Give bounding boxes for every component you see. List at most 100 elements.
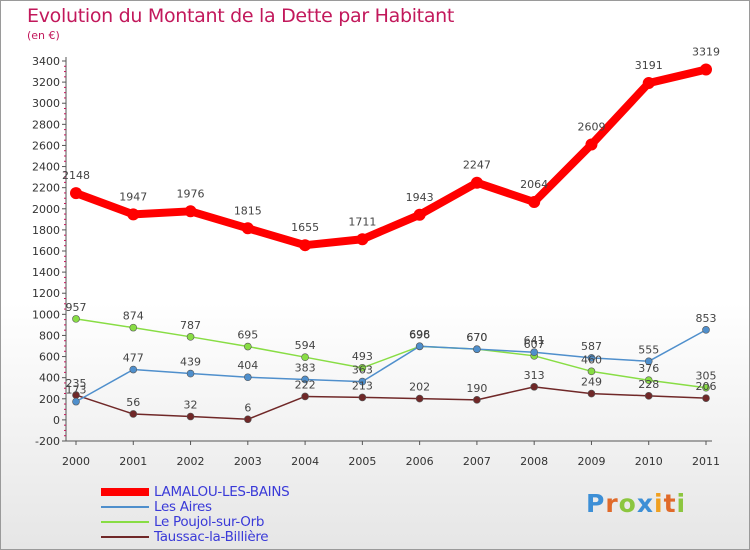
data-label-3: 190 [466, 382, 487, 395]
data-label-0: 2609 [577, 120, 605, 133]
data-label-0: 3319 [692, 46, 720, 59]
data-point-3 [129, 410, 138, 418]
x-tick-label: 2011 [692, 455, 720, 468]
legend-label-les-aires: Les Aires [154, 499, 212, 515]
data-label-0: 1815 [234, 204, 262, 217]
data-point-1 [186, 369, 195, 378]
data-point-2 [702, 383, 710, 392]
proxiti-logo: Proxiti [586, 489, 687, 518]
data-point-2 [301, 353, 309, 361]
series-line-2 [75, 318, 707, 389]
data-point-1 [473, 345, 481, 353]
data-label-0: 1711 [348, 215, 376, 228]
data-label-2: 787 [180, 319, 201, 332]
data-point-1 [587, 354, 596, 362]
x-tick-label: 2002 [177, 455, 205, 468]
data-label-1: 698 [409, 328, 430, 341]
data-point-1 [358, 377, 367, 386]
data-label-1: 173 [66, 384, 87, 397]
data-point-1 [244, 373, 252, 382]
y-tick-label: 2400 [32, 161, 60, 174]
x-tick-label: 2004 [291, 455, 319, 468]
y-tick-label: 3200 [32, 76, 60, 89]
data-label-3: 228 [638, 378, 659, 391]
data-label-2: 594 [295, 339, 316, 352]
data-label-0: 2064 [520, 178, 548, 191]
series-line-1 [75, 329, 707, 403]
data-label-0: 1976 [177, 187, 205, 200]
data-point-2 [244, 342, 252, 351]
data-point-3 [702, 394, 710, 402]
x-tick-label: 2010 [635, 455, 663, 468]
data-label-1: 555 [638, 343, 659, 356]
data-label-0: 1947 [119, 190, 147, 203]
data-point-2 [186, 333, 195, 341]
data-label-3: 313 [524, 369, 545, 382]
data-point-3 [415, 394, 424, 403]
data-label-1: 439 [180, 356, 201, 369]
data-label-3: 213 [352, 379, 373, 392]
x-tick-label: 2008 [520, 455, 548, 468]
data-point-3 [530, 383, 538, 391]
data-point-3 [358, 393, 367, 402]
data-label-2: 376 [638, 362, 659, 375]
data-point-0 [299, 239, 312, 252]
data-label-3: 222 [295, 378, 316, 391]
data-point-1 [530, 348, 538, 357]
data-point-0 [184, 205, 197, 218]
data-label-1: 670 [466, 331, 487, 344]
data-label-2: 874 [123, 310, 144, 323]
data-label-1: 363 [352, 364, 373, 377]
y-tick-label: 1000 [32, 308, 60, 321]
data-point-0 [127, 208, 140, 221]
data-point-1 [301, 375, 309, 384]
data-point-3 [186, 412, 195, 421]
data-point-3 [644, 392, 653, 400]
data-label-3: 249 [581, 376, 602, 389]
data-label-1: 404 [237, 359, 258, 372]
legend-swatch-taussac [101, 536, 149, 538]
y-tick-label: 2600 [32, 139, 60, 152]
y-tick-label: 200 [39, 393, 60, 406]
x-tick-label: 2001 [119, 455, 147, 468]
y-tick-label: -200 [35, 435, 60, 448]
data-label-3: 56 [126, 396, 140, 409]
y-tick-label: 800 [39, 329, 60, 342]
data-label-1: 853 [696, 312, 717, 325]
x-tick-label: 2007 [463, 455, 491, 468]
data-label-1: 641 [524, 334, 545, 347]
data-label-2: 460 [581, 353, 602, 366]
y-tick-label: 1400 [32, 266, 60, 279]
data-point-2 [129, 323, 138, 332]
data-point-0 [70, 187, 82, 200]
data-point-1 [72, 397, 80, 406]
data-label-1: 587 [581, 340, 602, 353]
data-point-2 [644, 376, 653, 385]
data-point-2 [72, 315, 80, 323]
data-point-1 [129, 365, 138, 374]
data-point-0 [413, 208, 426, 221]
chart-subtitle: (en €) [27, 29, 60, 42]
legend-swatch-lamalou [101, 488, 149, 496]
y-tick-label: 1800 [32, 224, 60, 237]
data-label-0: 1943 [406, 191, 434, 204]
data-point-3 [301, 392, 309, 401]
data-label-2: 696 [409, 328, 430, 341]
data-point-0 [241, 222, 254, 235]
data-label-3: 206 [696, 380, 717, 393]
y-tick-label: 600 [39, 351, 60, 364]
data-label-0: 3191 [635, 59, 663, 72]
y-tick-label: 2800 [32, 118, 60, 131]
x-tick-label: 2006 [406, 455, 434, 468]
data-label-2: 305 [696, 370, 717, 383]
y-tick-label: 1200 [32, 287, 60, 300]
data-label-3: 32 [184, 399, 198, 412]
legend-label-le-poujol: Le Poujol-sur-Orb [154, 514, 265, 530]
data-point-0 [356, 233, 369, 246]
data-label-0: 1655 [291, 221, 319, 234]
data-label-2: 695 [237, 329, 258, 342]
data-label-0: 2148 [62, 169, 90, 182]
data-point-1 [702, 326, 710, 334]
data-point-2 [358, 364, 367, 372]
data-point-0 [585, 138, 598, 151]
